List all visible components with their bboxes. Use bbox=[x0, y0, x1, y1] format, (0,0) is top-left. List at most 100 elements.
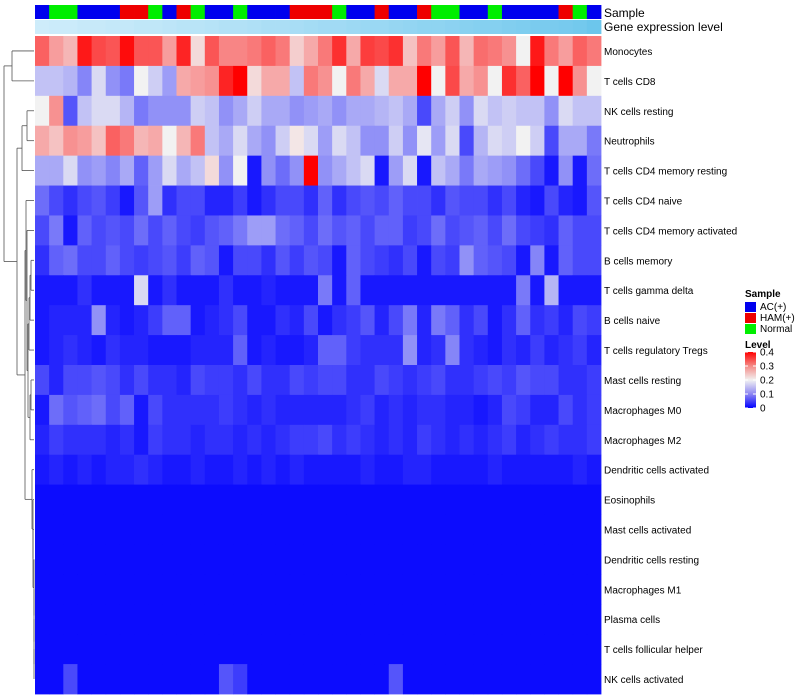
heatmap-cell bbox=[204, 245, 220, 276]
heatmap-cell bbox=[119, 394, 135, 426]
heatmap-cell bbox=[402, 424, 418, 456]
heatmap-cell bbox=[516, 125, 531, 157]
heatmap-cell bbox=[218, 394, 234, 426]
heatmap-cell bbox=[218, 305, 234, 336]
heatmap-cell bbox=[162, 275, 177, 306]
heatmap-cell bbox=[402, 155, 418, 186]
heatmap-cell bbox=[247, 185, 262, 216]
sample-cell-ac bbox=[261, 5, 276, 19]
heatmap-cell bbox=[586, 454, 602, 486]
heatmap-cell bbox=[346, 544, 361, 575]
row-label: B cells naive bbox=[604, 316, 661, 327]
heatmap-cell bbox=[445, 245, 460, 276]
heatmap-cell bbox=[289, 36, 305, 67]
heatmap-cell bbox=[176, 544, 192, 575]
heatmap-cell bbox=[346, 95, 361, 127]
heatmap-cell bbox=[572, 634, 588, 665]
level-tick-label: 0.1 bbox=[760, 390, 774, 401]
heatmap-cell bbox=[119, 604, 135, 635]
heatmap-cell bbox=[374, 95, 390, 127]
sample-cell-ac bbox=[346, 5, 361, 19]
heatmap-cell bbox=[91, 574, 107, 605]
heatmap-cell bbox=[247, 65, 262, 97]
heatmap-cell bbox=[303, 65, 319, 97]
heatmap-cell bbox=[402, 245, 418, 276]
heatmap-cell bbox=[275, 335, 291, 366]
sample-cell-ac bbox=[530, 5, 545, 19]
heatmap-cell bbox=[346, 514, 361, 545]
heatmap-cell bbox=[119, 574, 135, 605]
expression-cell bbox=[35, 20, 50, 34]
sample-cell-ham bbox=[303, 5, 319, 19]
heatmap-cell bbox=[218, 484, 234, 515]
heatmap-cell bbox=[360, 125, 375, 157]
heatmap-cell bbox=[417, 365, 432, 396]
heatmap-cell bbox=[360, 365, 375, 396]
heatmap-cell bbox=[233, 185, 248, 216]
heatmap-cell bbox=[134, 125, 149, 157]
heatmap-cell bbox=[431, 664, 446, 695]
heatmap-cell bbox=[49, 634, 64, 665]
heatmap-cell bbox=[516, 365, 531, 396]
heatmap-cell bbox=[134, 424, 149, 456]
heatmap-cell bbox=[49, 604, 64, 635]
heatmap-cell bbox=[501, 36, 517, 67]
expression-cell bbox=[303, 20, 319, 34]
heatmap-cell bbox=[119, 36, 135, 67]
heatmap-cell bbox=[303, 95, 319, 127]
heatmap-cell bbox=[162, 215, 177, 246]
heatmap-cell bbox=[332, 215, 347, 246]
heatmap-cell bbox=[162, 335, 177, 366]
heatmap-cell bbox=[402, 185, 418, 216]
heatmap-cell bbox=[487, 454, 503, 486]
expression-cell bbox=[431, 20, 446, 34]
heatmap-cell bbox=[318, 65, 333, 97]
heatmap-cell bbox=[190, 454, 206, 486]
heatmap-cell bbox=[49, 574, 64, 605]
heatmap-cell bbox=[374, 36, 390, 67]
heatmap-cell bbox=[558, 215, 574, 246]
heatmap-cell bbox=[162, 365, 177, 396]
expression-cell bbox=[247, 20, 262, 34]
heatmap-cell bbox=[247, 215, 262, 246]
heatmap-cell bbox=[417, 514, 432, 545]
heatmap-cell bbox=[218, 155, 234, 186]
heatmap-cell bbox=[289, 484, 305, 515]
heatmap-cell bbox=[402, 574, 418, 605]
heatmap-cell bbox=[388, 664, 404, 695]
heatmap-cell bbox=[487, 95, 503, 127]
heatmap-cell bbox=[473, 125, 489, 157]
heatmap-cell bbox=[374, 125, 390, 157]
heatmap-cell bbox=[374, 305, 390, 336]
level-legend: Level 0.4 0.3 0.2 0.1 0 bbox=[745, 340, 774, 415]
sample-cell-ham bbox=[558, 5, 574, 19]
heatmap-cell bbox=[558, 185, 574, 216]
heatmap-cell bbox=[473, 155, 489, 186]
heatmap-cell bbox=[162, 514, 177, 545]
heatmap-cell bbox=[134, 484, 149, 515]
heatmap-cell bbox=[431, 95, 446, 127]
heatmap-cell bbox=[35, 215, 50, 246]
heatmap-cell bbox=[544, 574, 559, 605]
heatmap-cell bbox=[459, 544, 475, 575]
heatmap-cell bbox=[516, 65, 531, 97]
heatmap-cell bbox=[572, 36, 588, 67]
heatmap-cell bbox=[530, 664, 545, 695]
expression-cell bbox=[289, 20, 305, 34]
heatmap-cell bbox=[346, 215, 361, 246]
heatmap-cell bbox=[119, 454, 135, 486]
heatmap-cell bbox=[303, 275, 319, 306]
heatmap-cell bbox=[572, 65, 588, 97]
heatmap-cell bbox=[487, 664, 503, 695]
heatmap-cell bbox=[233, 95, 248, 127]
heatmap-cell bbox=[318, 275, 333, 306]
heatmap-cell bbox=[544, 544, 559, 575]
heatmap-cell bbox=[586, 574, 602, 605]
heatmap-cell bbox=[501, 484, 517, 515]
heatmap-cell bbox=[558, 65, 574, 97]
heatmap-cell bbox=[501, 394, 517, 426]
heatmap-cell bbox=[558, 305, 574, 336]
expression-cell bbox=[572, 20, 588, 34]
expression-cell bbox=[586, 20, 602, 34]
heatmap-cell bbox=[417, 215, 432, 246]
